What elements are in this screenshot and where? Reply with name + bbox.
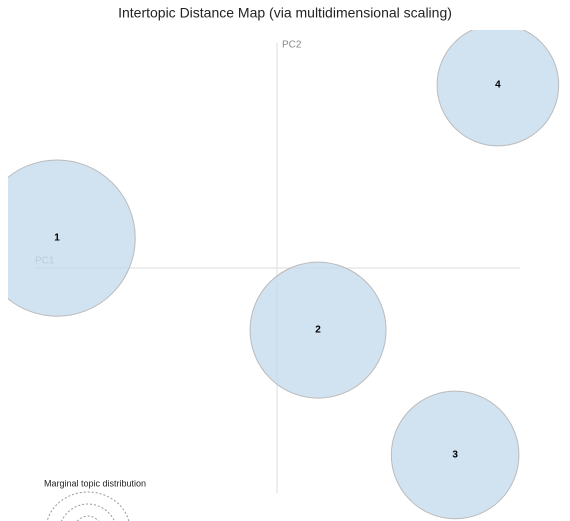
topic-bubble <box>436 30 560 147</box>
topic-bubble <box>390 390 520 520</box>
legend-circle <box>76 515 100 521</box>
legend-title: Marginal topic distribution <box>44 478 146 488</box>
topic-label: 3 <box>452 450 458 461</box>
bubbles: 1 2 3 4 <box>8 30 560 520</box>
legend-circle <box>46 491 130 521</box>
topic-bubble <box>249 261 387 399</box>
size-legend <box>46 491 130 521</box>
topic-bubble <box>8 159 136 317</box>
y-axis-label: PC2 <box>282 40 302 51</box>
chart-title: Intertopic Distance Map (via multidimens… <box>118 5 452 21</box>
legend-circle <box>60 503 116 521</box>
topic-label: 1 <box>54 233 60 244</box>
topic-label: 2 <box>315 325 321 336</box>
topic-label: 4 <box>495 80 501 91</box>
